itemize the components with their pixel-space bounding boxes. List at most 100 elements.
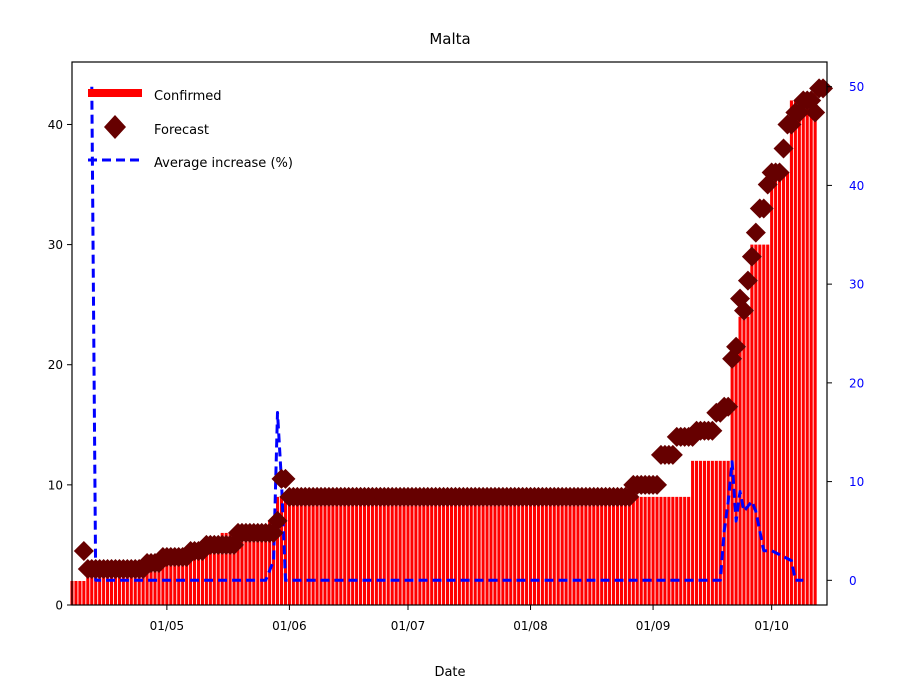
confirmed-bar xyxy=(481,496,485,605)
average-increase-line-group xyxy=(90,86,804,582)
confirmed-bar xyxy=(683,496,687,605)
confirmed-bar xyxy=(714,460,718,605)
confirmed-bar xyxy=(528,496,533,605)
confirmed-bar xyxy=(260,532,264,605)
y-tick-label: 30 xyxy=(48,238,63,252)
confirmed-bar xyxy=(493,496,497,605)
confirmed-bar xyxy=(244,532,248,605)
confirmed-bar xyxy=(746,316,750,605)
confirmed-bar xyxy=(307,496,311,605)
confirmed-bar xyxy=(445,496,450,605)
confirmed-bar xyxy=(204,544,208,605)
confirmed-bar xyxy=(362,496,367,605)
forecast-marker xyxy=(813,78,834,99)
confirmed-bar xyxy=(189,544,193,605)
confirmed-bar xyxy=(426,496,430,605)
forecast-marker xyxy=(662,444,683,465)
x-tick-label: 01/07 xyxy=(391,619,426,633)
confirmed-bar xyxy=(434,496,438,605)
confirmed-bar xyxy=(667,496,671,605)
confirmed-bar xyxy=(505,496,509,605)
confirmed-bar xyxy=(608,496,612,605)
confirmed-bar xyxy=(592,496,596,605)
confirmed-bar xyxy=(82,580,86,605)
confirmed-bar xyxy=(619,496,623,605)
y-right-tick-label: 0 xyxy=(849,574,857,588)
confirmed-bar xyxy=(469,496,473,605)
confirmed-bar xyxy=(268,520,272,605)
confirmed-bar xyxy=(774,172,778,605)
y-tick-label: 20 xyxy=(48,358,63,372)
legend: Confirmed Forecast Average increase (%) xyxy=(88,89,293,171)
confirmed-bar xyxy=(604,496,608,605)
confirmed-bar xyxy=(125,568,129,605)
confirmed-bar xyxy=(145,556,149,605)
confirmed-bar xyxy=(461,496,465,605)
confirmed-bar xyxy=(615,496,620,605)
confirmed-bar xyxy=(335,496,339,605)
confirmed-bar xyxy=(113,568,118,605)
confirmed-bar xyxy=(552,496,556,605)
confirmed-bar xyxy=(398,496,402,605)
confirmed-bar xyxy=(355,496,359,605)
confirmed-bar xyxy=(351,496,355,605)
confirmed-bar xyxy=(252,532,256,605)
confirmed-bar xyxy=(548,496,552,605)
confirmed-bar xyxy=(497,496,501,605)
y-axis-right-ticks: 0 10 20 30 40 50 xyxy=(827,80,864,588)
confirmed-bar xyxy=(264,532,268,605)
confirmed-bar xyxy=(687,496,691,605)
confirmed-bar xyxy=(805,100,809,605)
confirmed-bar xyxy=(414,496,418,605)
confirmed-bar xyxy=(766,244,770,605)
forecast-marker xyxy=(745,222,766,243)
y-right-tick-label: 40 xyxy=(849,179,864,193)
confirmed-bar xyxy=(272,520,276,605)
confirmed-bar xyxy=(129,568,133,605)
confirmed-bar xyxy=(370,496,374,605)
confirmed-bar xyxy=(386,496,390,605)
confirmed-bar xyxy=(675,496,679,605)
confirmed-bar xyxy=(323,496,327,605)
y-right-tick-label: 50 xyxy=(849,80,864,94)
y-tick-label: 10 xyxy=(48,478,63,492)
confirmed-bar xyxy=(679,496,683,605)
confirmed-bar xyxy=(78,580,82,605)
forecast-marker xyxy=(805,102,826,123)
confirmed-bar xyxy=(789,100,793,605)
x-tick-label: 01/09 xyxy=(636,619,671,633)
legend-forecast-swatch xyxy=(104,115,126,139)
confirmed-bar xyxy=(98,568,102,605)
confirmed-bar xyxy=(303,496,307,605)
confirmed-bar xyxy=(793,100,797,605)
confirmed-bar xyxy=(465,496,469,605)
y-tick-label: 40 xyxy=(48,118,63,132)
confirmed-bar xyxy=(501,496,505,605)
forecast-marker xyxy=(702,420,723,441)
confirmed-bar xyxy=(382,496,386,605)
confirmed-bar xyxy=(311,496,315,605)
confirmed-bar xyxy=(517,496,521,605)
confirmed-bar xyxy=(157,556,161,605)
forecast-marker xyxy=(733,300,754,321)
confirmed-bar xyxy=(366,496,371,605)
confirmed-bar xyxy=(299,496,303,605)
confirmed-bar xyxy=(208,544,212,605)
confirmed-bar xyxy=(137,568,141,605)
confirmed-bar xyxy=(706,460,710,605)
confirmed-bar xyxy=(256,532,260,605)
confirmed-bar xyxy=(544,496,548,605)
confirmed-bar xyxy=(521,496,525,605)
x-axis-label: Date xyxy=(434,665,465,680)
confirmed-bar xyxy=(801,100,805,605)
confirmed-bar xyxy=(315,496,319,605)
confirmed-bar xyxy=(750,244,754,605)
confirmed-bar xyxy=(331,496,335,605)
confirmed-bar xyxy=(457,496,461,605)
confirmed-bar xyxy=(378,496,382,605)
confirmed-bar xyxy=(576,496,580,605)
forecast-marker xyxy=(647,474,668,495)
confirmed-bar xyxy=(762,244,766,605)
y-axis-ticks: 0 10 20 30 40 xyxy=(48,118,72,613)
confirmed-bar xyxy=(394,496,398,605)
